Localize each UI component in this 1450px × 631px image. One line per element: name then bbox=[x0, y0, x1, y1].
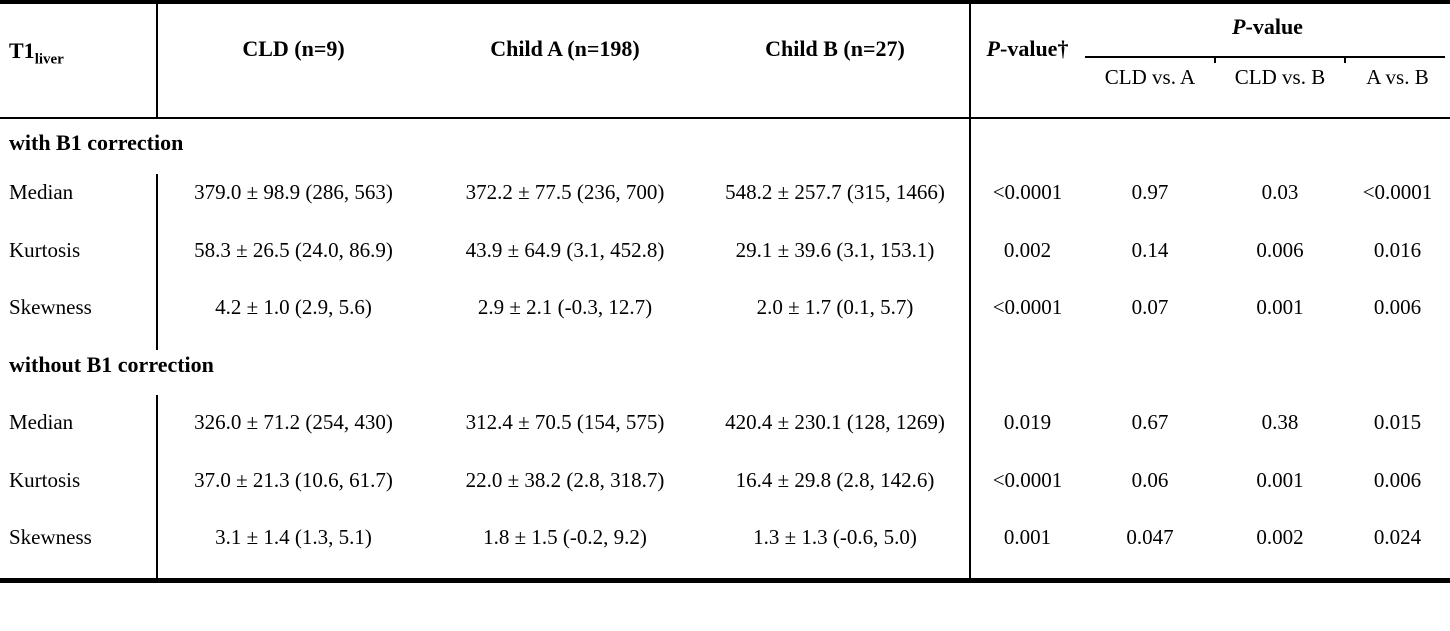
cell-p-cld-vs-a: 0.67 bbox=[1131, 409, 1169, 434]
pvalue-subcolumn-tick-1 bbox=[1214, 58, 1216, 63]
table-row-kurtosis: Kurtosis 58.3 ± 26.5 (24.0, 86.9) 43.9 ±… bbox=[0, 222, 1450, 278]
section-title: without B1 correction bbox=[9, 352, 214, 377]
table-row-median: Median 379.0 ± 98.9 (286, 563) 372.2 ± 7… bbox=[0, 164, 1450, 220]
row-label: Median bbox=[9, 179, 74, 204]
row-label: Kurtosis bbox=[9, 467, 81, 492]
column-header-child-b: Child B (n=27) bbox=[765, 36, 905, 61]
cell-p-overall: <0.0001 bbox=[992, 294, 1063, 319]
cell-p-overall: 0.019 bbox=[1003, 409, 1052, 434]
subcolumn-header-cld-vs-b: CLD vs. B bbox=[1234, 65, 1326, 89]
cell-p-a-vs-b: 0.006 bbox=[1373, 467, 1422, 492]
subcolumn-header-a-vs-b: A vs. B bbox=[1366, 65, 1429, 89]
cell-group-child-a: 1.8 ± 1.5 (-0.2, 9.2) bbox=[483, 524, 647, 549]
cell-group-cld: 4.2 ± 1.0 (2.9, 5.6) bbox=[215, 294, 372, 319]
cell-group-child-b: 1.3 ± 1.3 (-0.6, 5.0) bbox=[753, 524, 917, 549]
column-header-cld: CLD (n=9) bbox=[242, 36, 345, 61]
row-header-subscript: liver bbox=[34, 51, 64, 68]
cell-group-child-a: 312.4 ± 70.5 (154, 575) bbox=[465, 409, 665, 434]
column1-divider-header bbox=[156, 4, 158, 117]
table-top-border bbox=[0, 0, 1450, 4]
cell-p-overall: <0.0001 bbox=[992, 467, 1063, 492]
row-label: Median bbox=[9, 409, 74, 434]
table-row-skewness: Skewness 4.2 ± 1.0 (2.9, 5.6) 2.9 ± 2.1 … bbox=[0, 279, 1450, 335]
cell-p-a-vs-b: 0.006 bbox=[1373, 294, 1422, 319]
cell-p-a-vs-b: 0.016 bbox=[1373, 237, 1422, 262]
cell-group-cld: 37.0 ± 21.3 (10.6, 61.7) bbox=[194, 467, 393, 492]
cell-p-cld-vs-b: 0.002 bbox=[1256, 524, 1304, 549]
cell-p-cld-vs-a: 0.047 bbox=[1126, 524, 1174, 549]
p-italic: P bbox=[986, 36, 1000, 61]
subcolumn-header-cld-vs-a: CLD vs. A bbox=[1104, 65, 1196, 89]
cell-p-cld-vs-b: 0.001 bbox=[1256, 467, 1304, 492]
cell-group-child-a: 2.9 ± 2.1 (-0.3, 12.7) bbox=[477, 294, 653, 319]
pvalue-column-divider bbox=[969, 4, 971, 578]
row-header-title: T1liver bbox=[9, 38, 64, 72]
column-header-p-overall: P-value† bbox=[970, 36, 1085, 62]
cell-p-cld-vs-a: 0.14 bbox=[1131, 237, 1169, 262]
cell-p-cld-vs-b: 0.006 bbox=[1256, 237, 1304, 262]
cell-p-cld-vs-a: 0.06 bbox=[1131, 467, 1169, 492]
cell-group-child-b: 16.4 ± 29.8 (2.8, 142.6) bbox=[735, 467, 935, 492]
cell-group-child-a: 372.2 ± 77.5 (236, 700) bbox=[465, 179, 665, 204]
table-row-kurtosis: Kurtosis 37.0 ± 21.3 (10.6, 61.7) 22.0 ±… bbox=[0, 452, 1450, 508]
table-bottom-border bbox=[0, 578, 1450, 583]
pvalue-group-underline bbox=[1085, 56, 1445, 58]
cell-p-cld-vs-b: 0.38 bbox=[1261, 409, 1299, 434]
table-row-median: Median 326.0 ± 71.2 (254, 430) 312.4 ± 7… bbox=[0, 394, 1450, 450]
header-divider-rule bbox=[0, 117, 1450, 119]
section-title: with B1 correction bbox=[9, 130, 184, 155]
cell-group-child-b: 2.0 ± 1.7 (0.1, 5.7) bbox=[756, 294, 914, 319]
cell-group-cld: 326.0 ± 71.2 (254, 430) bbox=[194, 409, 393, 434]
cell-p-cld-vs-a: 0.07 bbox=[1131, 294, 1169, 319]
row-label: Kurtosis bbox=[9, 237, 81, 262]
row-header-main: T1 bbox=[9, 38, 35, 63]
cell-group-child-a: 43.9 ± 64.9 (3.1, 452.8) bbox=[465, 237, 665, 262]
p-rest: -value† bbox=[1000, 36, 1069, 61]
cell-group-cld: 3.1 ± 1.4 (1.3, 5.1) bbox=[215, 524, 372, 549]
cell-group-child-a: 22.0 ± 38.2 (2.8, 318.7) bbox=[465, 467, 665, 492]
cell-p-overall: 0.002 bbox=[1003, 237, 1052, 262]
cell-group-cld: 379.0 ± 98.9 (286, 563) bbox=[194, 179, 393, 204]
row-label: Skewness bbox=[9, 524, 92, 549]
cell-p-a-vs-b: <0.0001 bbox=[1362, 179, 1433, 204]
column-header-child-a: Child A (n=198) bbox=[490, 36, 640, 61]
cell-p-a-vs-b: 0.024 bbox=[1373, 524, 1422, 549]
cell-group-child-b: 29.1 ± 39.6 (3.1, 153.1) bbox=[735, 237, 935, 262]
cell-p-overall: 0.001 bbox=[1003, 524, 1052, 549]
cell-p-cld-vs-b: 0.03 bbox=[1261, 179, 1299, 204]
cell-group-child-b: 420.4 ± 230.1 (128, 1269) bbox=[725, 409, 945, 434]
cell-p-a-vs-b: 0.015 bbox=[1373, 409, 1422, 434]
p-rest: -value bbox=[1245, 14, 1303, 39]
row-label: Skewness bbox=[9, 294, 92, 319]
section-header-row: without B1 correction bbox=[0, 340, 1450, 390]
column1-divider-section1 bbox=[156, 174, 158, 350]
p-italic: P bbox=[1232, 14, 1246, 39]
cell-p-overall: <0.0001 bbox=[992, 179, 1063, 204]
column-group-header-p-value: P-value bbox=[1085, 14, 1450, 40]
pvalue-subcolumn-tick-2 bbox=[1344, 58, 1346, 63]
cell-group-cld: 58.3 ± 26.5 (24.0, 86.9) bbox=[194, 237, 393, 262]
cell-p-cld-vs-a: 0.97 bbox=[1131, 179, 1169, 204]
column1-divider-section2 bbox=[156, 395, 158, 578]
section-header-row: with B1 correction bbox=[0, 118, 1450, 168]
cell-group-child-b: 548.2 ± 257.7 (315, 1466) bbox=[725, 179, 945, 204]
table-row-skewness: Skewness 3.1 ± 1.4 (1.3, 5.1) 1.8 ± 1.5 … bbox=[0, 509, 1450, 565]
cell-p-cld-vs-b: 0.001 bbox=[1256, 294, 1304, 319]
